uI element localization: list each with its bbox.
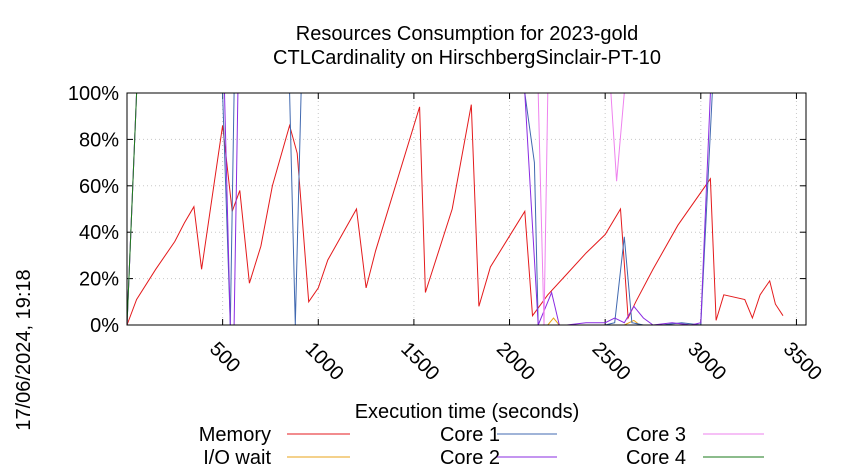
series-line-core-2: [126, 92, 783, 326]
y-tick-label: 100%: [68, 83, 119, 105]
series-lines: [126, 92, 784, 326]
x-tick-label: 1500: [396, 338, 443, 385]
x-tick-label: 3500: [779, 338, 826, 385]
legend-label: Core 1: [440, 424, 500, 446]
legend-label: Core 3: [626, 424, 686, 446]
legend-label: Memory: [199, 424, 271, 446]
legend-label: Core 4: [626, 447, 686, 469]
x-axis-label: Execution time (seconds): [355, 401, 580, 423]
x-tick-label: 2000: [492, 338, 539, 385]
legend-label: Core 2: [440, 447, 500, 469]
legend-label: I/O wait: [203, 447, 271, 469]
grid: [127, 92, 806, 326]
x-tick-label: 1000: [301, 338, 348, 385]
series-line-memory: [126, 104, 784, 326]
chart-subtitle: CTLCardinality on HirschbergSinclair-PT-…: [273, 47, 661, 69]
y-tick-label: 80%: [79, 129, 119, 151]
y-axis-ticks: 0% 20% 40% 60% 80% 100%: [68, 83, 806, 337]
x-tick-label: 500: [205, 338, 244, 377]
chart-title: Resources Consumption for 2023-gold: [296, 23, 638, 45]
x-axis-ticks: 500 1000 1500 2000 2500 3000 3500: [205, 93, 826, 385]
x-tick-label: 3000: [683, 338, 730, 385]
series-line-i-o-wait: [528, 317, 783, 326]
timestamp-label: 17/06/2024, 19:18: [13, 269, 35, 430]
y-tick-label: 0%: [90, 315, 119, 337]
y-tick-label: 40%: [79, 222, 119, 244]
x-tick-label: 2500: [588, 338, 635, 385]
plot-border: [126, 92, 807, 326]
y-tick-label: 20%: [79, 269, 119, 291]
y-tick-label: 60%: [79, 176, 119, 198]
